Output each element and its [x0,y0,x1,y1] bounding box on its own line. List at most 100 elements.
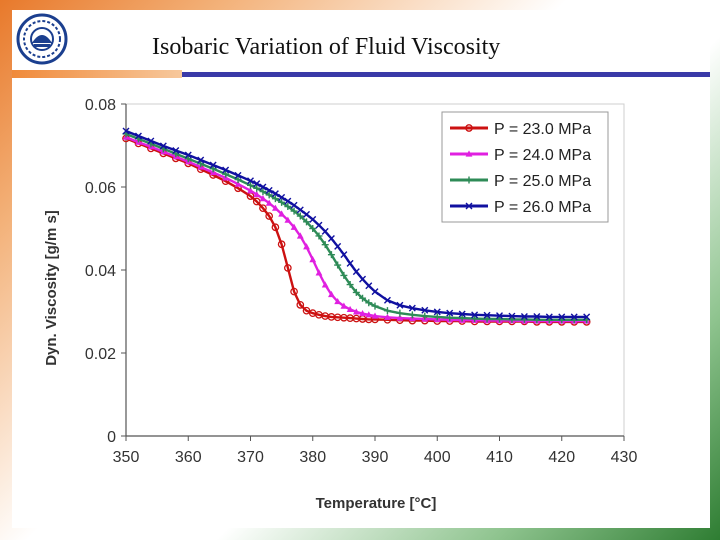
y-tick-label: 0.08 [85,97,116,114]
data-point [558,313,566,321]
data-point [253,184,261,192]
data-point [296,232,304,239]
data-point [421,312,429,320]
data-point [340,271,348,279]
data-point [284,216,292,223]
y-tick-label: 0 [107,429,116,446]
data-point [346,281,354,289]
data-point [122,127,130,135]
x-axis-label: Temperature [°C] [316,495,437,512]
data-point [184,151,192,159]
data-point [346,305,354,313]
data-point [365,311,373,318]
data-point [147,137,155,145]
series-lines [122,127,591,326]
data-point [315,221,323,229]
data-point [433,313,441,321]
data-point [383,307,391,315]
data-point [365,299,373,307]
data-point [408,304,416,312]
data-point [284,197,292,205]
data-point [296,301,305,309]
y-axis-ticks: 0 0.02 0.04 0.06 0.08 [85,97,126,446]
data-point [371,288,379,296]
data-point [283,264,292,272]
data-point [309,215,317,223]
data-point [359,309,366,317]
data-point [359,275,367,283]
data-point [483,311,491,319]
legend-marker-1 [465,124,473,132]
data-point [340,251,348,259]
title-rule-blue [182,72,710,77]
data-point [278,198,286,206]
data-point [302,306,311,315]
viscosity-chart: 0 0.02 0.04 0.06 0.08 350 360 370 380 390 400 410 4… [20,78,660,523]
data-point [247,181,254,189]
data-point [359,294,367,302]
data-point [278,193,286,201]
data-point [583,313,591,321]
data-point [321,281,329,288]
legend-marker-3 [465,176,473,184]
data-point [296,212,304,220]
x-tick-label: 430 [611,449,638,466]
data-point [277,240,286,249]
institute-emblem-icon [16,13,68,65]
legend-entry-1: P = 23.0 MPa [494,121,591,138]
series-line-4 [125,129,587,319]
data-point [346,259,354,267]
data-point [271,195,279,203]
data-point [508,312,516,320]
data-point [328,290,335,298]
data-point [222,170,230,178]
data-point [334,261,342,269]
data-point [209,161,217,169]
data-point [396,301,404,309]
data-point [570,313,578,321]
data-point [421,306,429,314]
data-point [290,207,298,215]
y-tick-label: 0.04 [85,263,116,280]
data-point [253,180,261,188]
y-axis-label: Dyn. Viscosity [g/m s] [43,210,60,366]
data-point [309,225,317,232]
data-point [303,210,311,218]
legend-box [441,111,609,223]
data-point [315,232,323,240]
data-point [259,188,267,196]
data-point [234,180,242,187]
data-point [321,241,329,249]
data-point [340,302,348,309]
data-point [352,268,360,276]
data-point [371,302,379,310]
data-point [309,256,317,263]
data-point [272,204,279,211]
title-rule-orange [12,70,182,78]
data-point [271,223,280,232]
data-point [159,142,167,150]
data-point [259,204,267,213]
data-point [271,190,279,198]
legend: P = 23.0 MPa P = 24.0 MPa P = 25.0 MPa P = … [441,111,609,223]
data-point [303,243,310,250]
data-point [247,187,254,194]
data-point [315,269,323,276]
series-4 [122,127,591,321]
x-tick-label: 390 [362,449,389,466]
data-point [533,312,541,320]
data-point [252,197,261,206]
data-point [172,146,180,154]
data-point [134,132,142,140]
data-point [222,166,230,174]
data-point [327,234,335,242]
data-point [471,315,479,323]
data-point [197,156,205,164]
x-tick-label: 380 [299,449,326,466]
legend-entry-3: P = 25.0 MPa [494,173,591,190]
data-point [253,190,261,198]
data-point [259,183,267,191]
data-point [352,308,360,315]
data-point [265,186,273,194]
